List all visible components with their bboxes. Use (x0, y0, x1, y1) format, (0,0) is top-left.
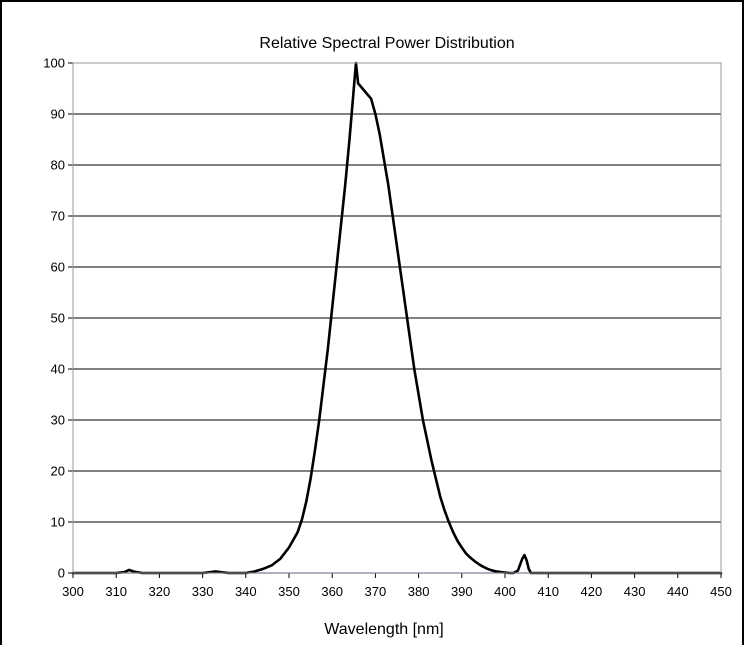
y-tick-label: 100 (43, 56, 65, 71)
x-tick-label: 390 (451, 584, 473, 599)
y-tick-label: 80 (51, 158, 65, 173)
x-tick-label: 430 (624, 584, 646, 599)
x-tick-label: 320 (149, 584, 171, 599)
y-tick-label: 50 (51, 311, 65, 326)
y-tick-label: 0 (58, 566, 65, 581)
x-tick-label: 340 (235, 584, 257, 599)
y-tick-label: 90 (51, 107, 65, 122)
x-tick-label: 330 (192, 584, 214, 599)
y-tick-label: 70 (51, 209, 65, 224)
x-tick-label: 370 (365, 584, 387, 599)
x-axis-label: Wavelength [nm] (324, 621, 443, 638)
plot-area-border (72, 62, 722, 574)
x-tick-label: 350 (278, 584, 300, 599)
grid-lines (72, 62, 721, 574)
x-tick-label: 300 (62, 584, 84, 599)
y-tick-label: 30 (51, 413, 65, 428)
y-tick-label: 60 (51, 260, 65, 275)
x-tick-label: 380 (408, 584, 430, 599)
y-tick-labels: 0 10 20 30 40 50 60 70 80 90 100 (43, 56, 73, 581)
x-tick-label: 400 (494, 584, 516, 599)
x-tick-label: 440 (667, 584, 689, 599)
x-tick-label: 450 (710, 584, 732, 599)
y-tick-label: 40 (51, 362, 65, 377)
x-tick-label: 420 (581, 584, 603, 599)
x-tick-label: 410 (537, 584, 559, 599)
y-tick-label: 20 (51, 464, 65, 479)
x-tick-labels: 300 310 320 330 340 350 360 370 380 390 400 410 420 4… (62, 573, 732, 599)
y-tick-label: 10 (51, 515, 65, 530)
x-tick-label: 310 (105, 584, 127, 599)
x-tick-label: 360 (321, 584, 343, 599)
chart-title: Relative Spectral Power Distribution (259, 35, 514, 52)
